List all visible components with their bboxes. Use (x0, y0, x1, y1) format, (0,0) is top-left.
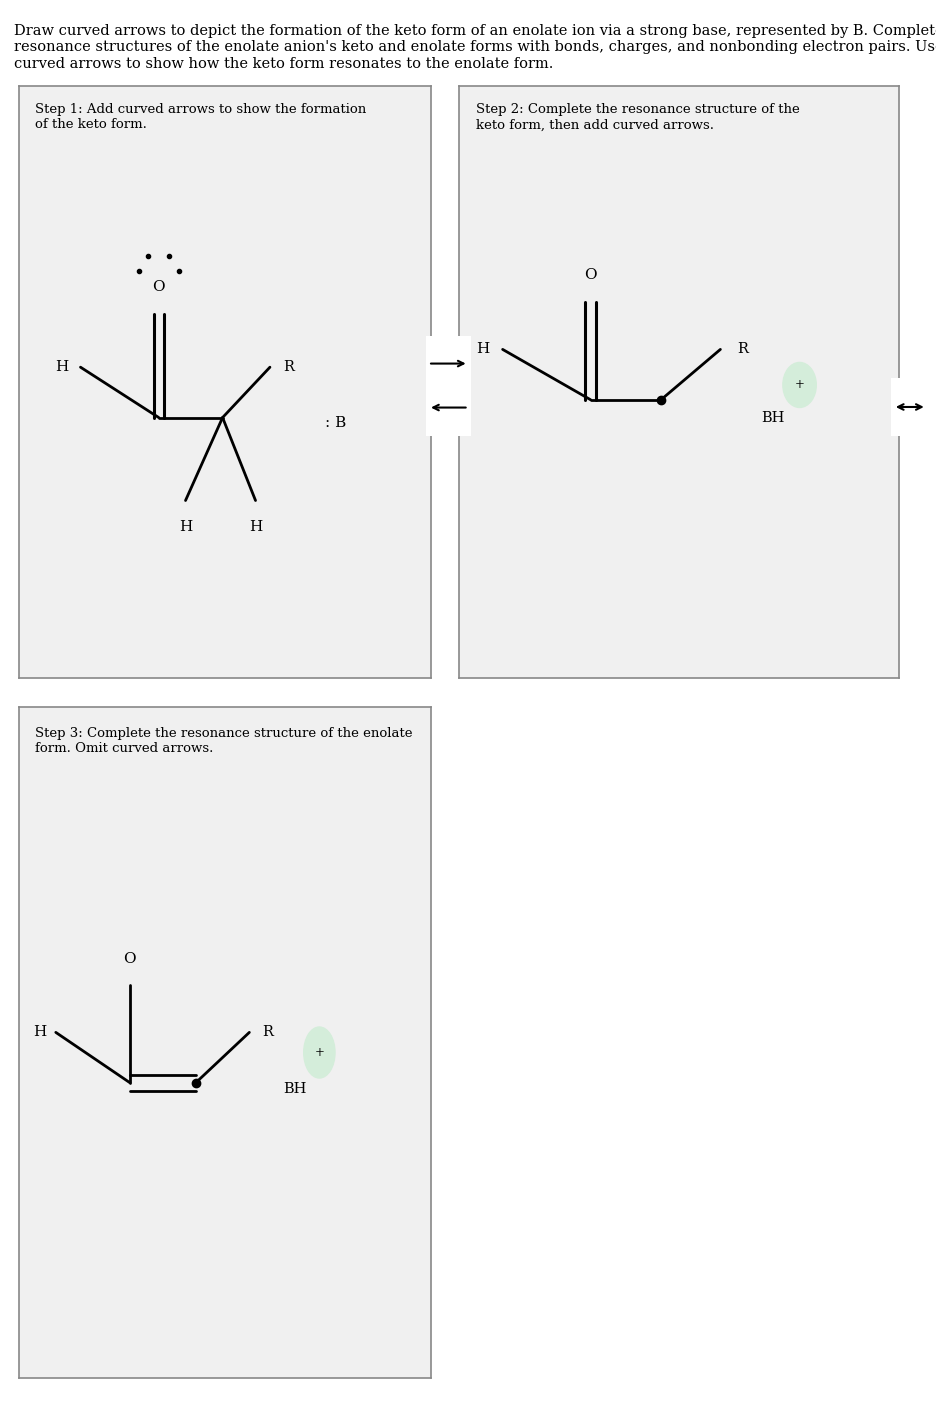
Text: Step 1: Add curved arrows to show the formation
of the keto form.: Step 1: Add curved arrows to show the fo… (36, 103, 366, 131)
Text: O: O (124, 951, 137, 965)
Text: H: H (179, 520, 192, 534)
Text: R: R (737, 343, 748, 357)
Text: H: H (249, 520, 262, 534)
Text: : B: : B (325, 417, 346, 430)
Text: R: R (262, 1025, 273, 1040)
Text: BH: BH (762, 410, 785, 424)
Text: R: R (283, 360, 294, 374)
Text: H: H (33, 1025, 46, 1040)
Text: O: O (584, 268, 597, 283)
Text: Step 3: Complete the resonance structure of the enolate
form. Omit curved arrows: Step 3: Complete the resonance structure… (36, 727, 413, 755)
Text: H: H (476, 343, 490, 357)
Text: BH: BH (283, 1082, 306, 1097)
Text: O: O (153, 280, 165, 294)
Text: +: + (314, 1045, 324, 1060)
Circle shape (782, 363, 816, 407)
Text: Draw curved arrows to depict the formation of the keto form of an enolate ion vi: Draw curved arrows to depict the formati… (14, 24, 936, 70)
Text: +: + (795, 378, 805, 391)
Circle shape (303, 1027, 335, 1078)
Text: Step 2: Complete the resonance structure of the
keto form, then add curved arrow: Step 2: Complete the resonance structure… (476, 103, 800, 131)
Text: H: H (55, 360, 68, 374)
